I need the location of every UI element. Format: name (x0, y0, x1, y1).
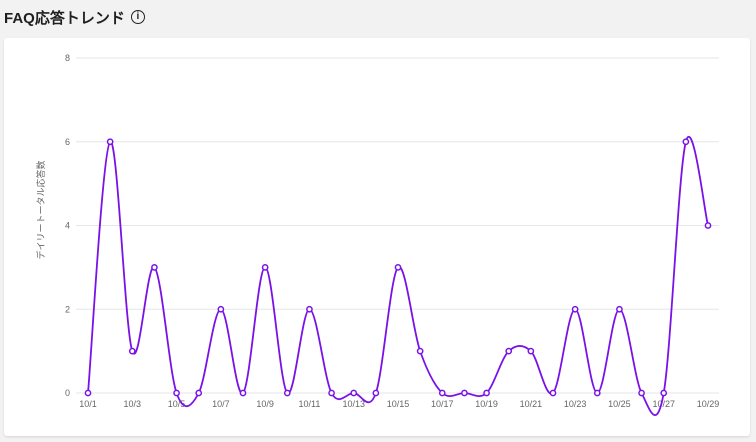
data-point[interactable] (416, 347, 424, 355)
x-tick-label: 10/23 (564, 399, 587, 409)
data-point[interactable] (461, 389, 468, 397)
data-point[interactable] (106, 138, 114, 146)
series-line (87, 136, 709, 417)
y-tick-label: 8 (65, 53, 70, 63)
x-tick-label: 10/7 (212, 399, 230, 409)
series-points (84, 138, 712, 397)
y-tick-label: 0 (65, 388, 70, 398)
data-point[interactable] (660, 389, 668, 397)
data-point[interactable] (173, 389, 180, 397)
data-point[interactable] (328, 389, 335, 397)
data-point[interactable] (527, 347, 535, 355)
data-point[interactable] (84, 389, 92, 397)
x-tick-label: 10/5 (168, 399, 186, 409)
data-point[interactable] (483, 389, 490, 397)
y-tick-label: 4 (65, 221, 70, 231)
chart-header: FAQ応答トレンド i (4, 6, 145, 28)
x-tick-label: 10/15 (387, 399, 410, 409)
data-point[interactable] (682, 138, 690, 146)
data-point[interactable] (549, 389, 557, 397)
data-point[interactable] (438, 389, 446, 397)
x-tick-label: 10/9 (256, 399, 274, 409)
x-tick-label: 10/1 (79, 399, 97, 409)
data-point[interactable] (128, 347, 136, 355)
data-point[interactable] (571, 305, 579, 313)
data-point[interactable] (372, 389, 380, 397)
x-tick-label: 10/11 (298, 399, 320, 409)
y-tick-label: 6 (65, 137, 70, 147)
x-tick-label: 10/27 (652, 399, 675, 409)
x-tick-label: 10/19 (475, 399, 498, 409)
x-tick-label: 10/13 (342, 399, 365, 409)
x-tick-label: 10/29 (697, 399, 720, 409)
x-axis-ticks: 10/1 10/3 10/5 10/7 10/9 10/11 10/13 10/15 10/17… (79, 399, 719, 409)
y-tick-label: 2 (65, 304, 70, 314)
data-point[interactable] (306, 305, 313, 313)
x-tick-label: 10/17 (431, 399, 454, 409)
x-tick-label: 10/3 (124, 399, 142, 409)
data-point[interactable] (261, 264, 269, 271)
data-point[interactable] (704, 222, 712, 229)
data-point[interactable] (593, 389, 601, 397)
x-tick-label: 10/21 (520, 399, 543, 409)
data-point[interactable] (283, 389, 291, 397)
y-axis-ticks: 0 2 4 6 8 (65, 53, 70, 398)
grid-lines (76, 57, 719, 394)
data-point[interactable] (505, 347, 513, 355)
y-axis-label: デイリートータル応答数 (35, 160, 46, 259)
data-point[interactable] (151, 264, 158, 271)
data-point[interactable] (195, 389, 203, 397)
chart-title: FAQ応答トレンド (4, 9, 125, 27)
data-point[interactable] (239, 389, 247, 397)
info-icon[interactable]: i (130, 10, 145, 24)
x-tick-label: 10/25 (608, 399, 631, 409)
data-point[interactable] (616, 305, 623, 313)
data-point[interactable] (217, 305, 225, 313)
data-point[interactable] (350, 389, 358, 397)
data-point[interactable] (638, 389, 645, 397)
data-point[interactable] (394, 264, 402, 271)
